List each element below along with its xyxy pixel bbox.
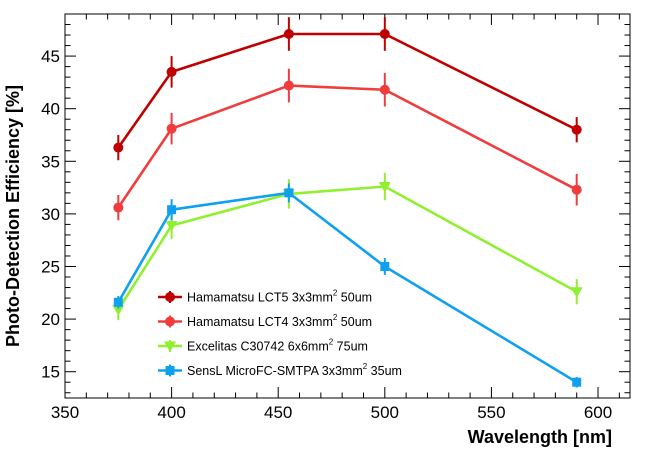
x-tick-label: 350 xyxy=(51,403,79,422)
data-point xyxy=(379,84,390,95)
legend-marker xyxy=(165,366,175,375)
data-point xyxy=(380,261,390,271)
x-tick-label: 600 xyxy=(584,403,612,422)
legend-label-tail: 35um xyxy=(367,364,402,378)
legend-label: SensL MicroFC-SMTPA 3x3mm2 35um xyxy=(187,362,402,378)
legend-label-tail: 50um xyxy=(337,315,372,329)
series-line xyxy=(117,32,578,149)
legend-label-main: Hamamatsu LCT4 3x3mm xyxy=(187,315,333,329)
data-point xyxy=(283,80,294,91)
legend-label-tail: 50um xyxy=(337,291,372,305)
legend-label-main: SensL MicroFC-SMTPA 3x3mm xyxy=(187,364,363,378)
x-tick-label: 450 xyxy=(264,403,292,422)
data-point xyxy=(570,287,583,298)
y-axis-title: Photo-Detection Efficiency [%] xyxy=(3,85,23,347)
data-point xyxy=(166,66,177,77)
y-tick-label: 30 xyxy=(41,205,60,224)
series-2 xyxy=(113,68,582,221)
legend-entry-2: Hamamatsu LCT4 3x3mm2 50um xyxy=(158,313,372,329)
legend-label-main: Excelitas C30742 6x6mm xyxy=(187,340,329,354)
legend-label-main: Hamamatsu LCT5 3x3mm xyxy=(187,291,333,305)
axes: 350 400 450 500 550 600 15 20 25 30 35 40 45 xyxy=(41,13,631,422)
data-point xyxy=(113,142,124,153)
legend-entry-1: Hamamatsu LCT5 3x3mm2 50um xyxy=(158,289,372,305)
plot-frame xyxy=(64,13,631,399)
legend-marker xyxy=(165,316,175,327)
legend-label-sup: 2 xyxy=(363,362,368,371)
data-point xyxy=(166,123,177,134)
legend-label: Excelitas C30742 6x6mm2 75um xyxy=(187,338,368,354)
data-point xyxy=(378,182,391,193)
data-point xyxy=(113,202,124,213)
legend-label: Hamamatsu LCT4 3x3mm2 50um xyxy=(187,313,372,329)
legend-entry-4: SensL MicroFC-SMTPA 3x3mm2 35um xyxy=(158,362,402,378)
data-point xyxy=(165,220,178,232)
series-layer xyxy=(112,17,583,388)
legend-label: Hamamatsu LCT5 3x3mm2 50um xyxy=(187,289,372,305)
legend-entry-3: Excelitas C30742 6x6mm2 75um xyxy=(158,338,368,354)
data-point xyxy=(571,184,582,195)
x-axis-title: Wavelength [nm] xyxy=(468,427,612,447)
legend-marker xyxy=(164,341,176,352)
y-tick-label: 25 xyxy=(41,257,60,276)
legend-label-tail: 75um xyxy=(333,340,368,354)
x-tick-label: 550 xyxy=(477,403,505,422)
data-point xyxy=(167,205,177,215)
x-tick-label: 500 xyxy=(371,403,399,422)
y-tick-label: 15 xyxy=(41,363,60,382)
series-4 xyxy=(113,183,582,388)
data-point xyxy=(379,28,390,39)
data-point xyxy=(572,377,582,387)
y-tick-label: 20 xyxy=(41,310,60,329)
data-point xyxy=(113,297,123,307)
legend-label-sup: 2 xyxy=(333,313,338,322)
legend-label-sup: 2 xyxy=(333,289,338,298)
data-point xyxy=(112,305,125,316)
y-tick-label: 35 xyxy=(41,152,60,171)
y-tick-label: 45 xyxy=(41,47,60,66)
legend-marker xyxy=(165,292,175,302)
data-point xyxy=(571,124,582,135)
data-point xyxy=(283,28,294,39)
x-tick-label: 400 xyxy=(157,403,185,422)
data-point xyxy=(284,188,294,198)
series-1 xyxy=(113,17,582,161)
y-tick-label: 40 xyxy=(41,100,60,119)
legend-label-sup: 2 xyxy=(329,338,334,347)
